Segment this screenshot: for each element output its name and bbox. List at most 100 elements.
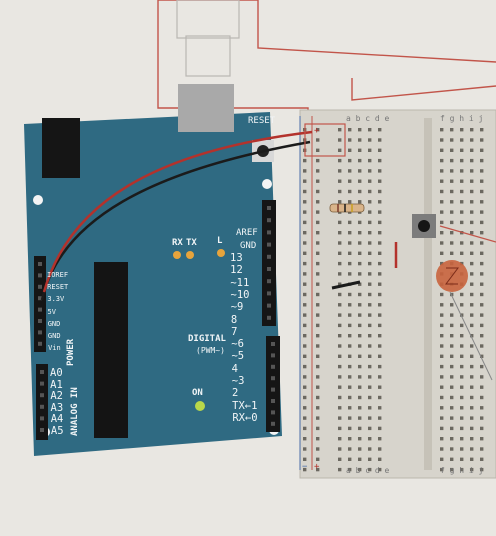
breadboard-hole	[358, 220, 362, 225]
digital-pin-label: 8	[230, 313, 238, 326]
header-pin	[271, 342, 275, 346]
breadboard-hole	[378, 395, 382, 400]
digital-pin-label: ~9	[230, 301, 244, 314]
breadboard-hole	[338, 292, 342, 297]
breadboard-hole	[358, 251, 362, 255]
header-pin	[267, 267, 271, 271]
breadboard-hole	[303, 200, 307, 204]
breadboard-hole	[316, 251, 320, 255]
breadboard-hole	[358, 169, 362, 173]
breadboard-hole	[358, 437, 362, 441]
breadboard-hole	[358, 189, 362, 194]
breadboard-hole	[316, 385, 320, 389]
digital-pin-label: ~10	[230, 288, 250, 301]
breadboard-hole	[450, 323, 454, 328]
header-pin	[267, 218, 271, 223]
breadboard-hole	[460, 251, 464, 255]
breadboard-hole	[440, 241, 444, 245]
breadboard-hole	[338, 158, 342, 163]
breadboard-hole	[338, 220, 342, 225]
breadboard-hole	[348, 395, 352, 400]
breadboard-hole	[358, 385, 362, 389]
digital-pin-label: 2	[231, 387, 239, 400]
breadboard-hole	[460, 148, 464, 152]
breadboard-hole	[368, 158, 372, 163]
breadboard-hole	[316, 313, 320, 317]
breadboard-hole	[480, 313, 484, 317]
header-pin	[267, 254, 271, 259]
breadboard-hole	[440, 251, 444, 255]
on-led	[195, 401, 205, 411]
breadboard-hole	[303, 447, 307, 451]
breadboard-hole	[348, 354, 352, 358]
breadboard-hole	[470, 313, 474, 317]
digital-pin-label: RX←0	[232, 411, 258, 424]
breadboard-hole	[480, 220, 484, 225]
breadboard-hole	[368, 292, 372, 297]
breadboard-hole	[303, 416, 307, 420]
gnd-label: GND	[240, 241, 257, 251]
breadboard-hole	[460, 158, 464, 163]
outline-wire-right	[351, 78, 496, 101]
breadboard-hole	[470, 375, 474, 379]
breadboard-hole	[440, 323, 444, 328]
breadboard-hole	[378, 251, 382, 255]
header-pin	[271, 399, 275, 403]
breadboard-hole	[378, 148, 382, 152]
breadboard-hole	[303, 261, 307, 266]
breadboard-hole	[358, 467, 362, 472]
breadboard-hole	[303, 158, 307, 163]
breadboard-hole	[303, 282, 307, 286]
header-pin	[271, 387, 275, 392]
breadboard-hole	[470, 457, 474, 461]
breadboard-hole	[440, 179, 444, 183]
breadboard-hole	[470, 179, 474, 183]
breadboard-hole	[378, 292, 382, 297]
breadboard-hole	[480, 251, 484, 255]
five-volt-wire	[42, 130, 313, 293]
breadboard-hole	[450, 375, 454, 379]
rail-plus-label: +	[314, 126, 320, 136]
breadboard-hole	[378, 138, 382, 142]
breadboard-hole	[470, 189, 474, 194]
breadboard-hole	[338, 200, 342, 204]
breadboard-hole	[440, 169, 444, 173]
breadboard-hole	[316, 457, 320, 461]
breadboard-hole	[348, 231, 352, 235]
mounting-hole	[33, 195, 43, 205]
breadboard-hole	[338, 447, 342, 451]
breadboard-hole	[378, 364, 382, 369]
usb-plug-outline	[185, 35, 231, 77]
breadboard-hole	[460, 200, 464, 204]
breadboard-hole	[348, 406, 352, 410]
header-pin	[40, 404, 44, 409]
mounting-hole	[262, 179, 272, 189]
breadboard-hole	[378, 128, 382, 132]
breadboard-hole	[368, 138, 372, 142]
breadboard-hole	[470, 467, 474, 472]
breadboard-hole	[348, 385, 352, 389]
breadboard-hole	[440, 447, 444, 451]
breadboard-hole	[480, 344, 484, 348]
breadboard-hole	[480, 385, 484, 389]
breadboard-hole	[358, 261, 362, 266]
breadboard-hole	[303, 313, 307, 317]
breadboard-hole	[368, 189, 372, 194]
breadboard-hole	[368, 437, 372, 441]
header-pin	[40, 393, 44, 398]
breadboard-hole	[358, 282, 362, 286]
breadboard-hole	[338, 323, 342, 328]
breadboard-hole	[480, 334, 484, 338]
breadboard-hole	[450, 241, 454, 245]
breadboard-hole	[338, 406, 342, 410]
digital-header-upper	[262, 200, 276, 326]
breadboard-hole	[470, 447, 474, 451]
breadboard-hole	[316, 189, 320, 194]
breadboard-hole	[450, 313, 454, 317]
breadboard-hole	[338, 148, 342, 152]
breadboard-hole	[348, 323, 352, 328]
breadboard-hole	[470, 334, 474, 338]
breadboard-hole	[368, 364, 372, 369]
breadboard-hole	[480, 292, 484, 297]
breadboard-hole	[303, 354, 307, 358]
